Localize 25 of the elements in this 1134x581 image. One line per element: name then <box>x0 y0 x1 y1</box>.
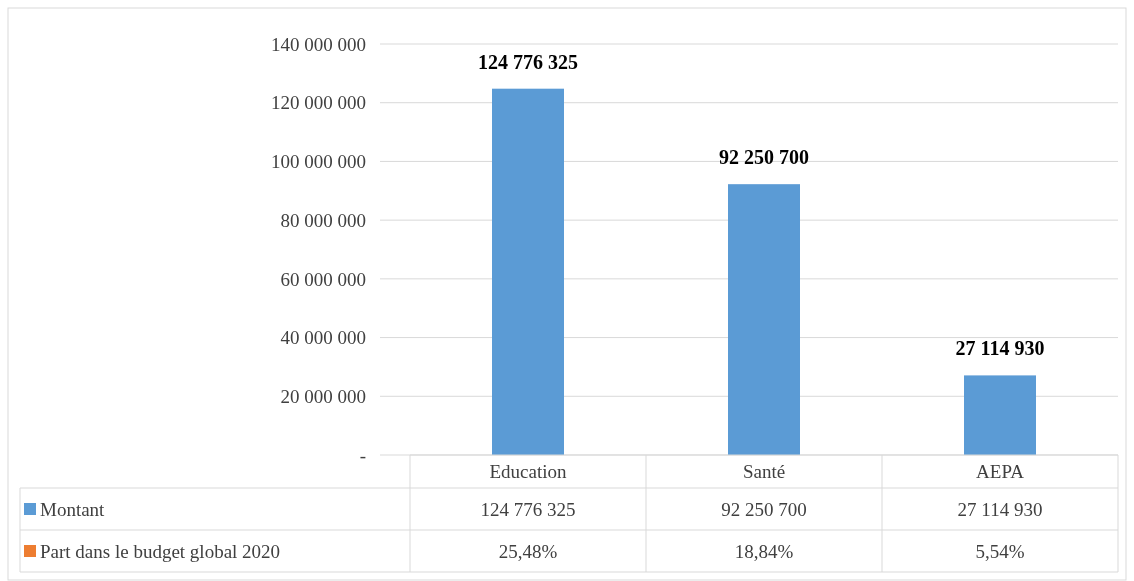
y-tick-label: 60 000 000 <box>280 268 366 290</box>
x-tick-label: AEPA <box>976 461 1025 483</box>
y-tick-label: 80 000 000 <box>280 209 366 231</box>
bar <box>492 88 564 455</box>
x-tick-label: Education <box>489 461 568 483</box>
y-tick-label: 120 000 000 <box>271 92 366 114</box>
bar <box>964 375 1036 455</box>
text: 27 114 930 <box>955 337 1045 360</box>
data-label: 124 776 325 <box>480 498 576 520</box>
text: 92 250 700 <box>719 146 809 169</box>
y-tick-label: 40 000 000 <box>280 327 366 349</box>
text: 124 776 325 <box>478 50 578 73</box>
data-label: 25,48% <box>498 540 558 562</box>
y-tick-label: 140 000 000 <box>271 33 366 55</box>
data-label: 18,84% <box>734 540 794 562</box>
y-tick-label: 20 000 000 <box>280 385 366 407</box>
x-tick-label: Santé <box>742 461 786 483</box>
y-tick-label: - <box>359 444 366 466</box>
data-label: 5,54% <box>975 540 1025 562</box>
data-label: 27 114 930 <box>957 498 1043 520</box>
y-tick-label: 100 000 000 <box>271 151 366 173</box>
legend-label: Montant <box>40 498 106 520</box>
legend-label: Part dans le budget global 2020 <box>40 540 281 562</box>
bar <box>728 184 800 455</box>
data-label: 92 250 700 <box>721 498 807 520</box>
